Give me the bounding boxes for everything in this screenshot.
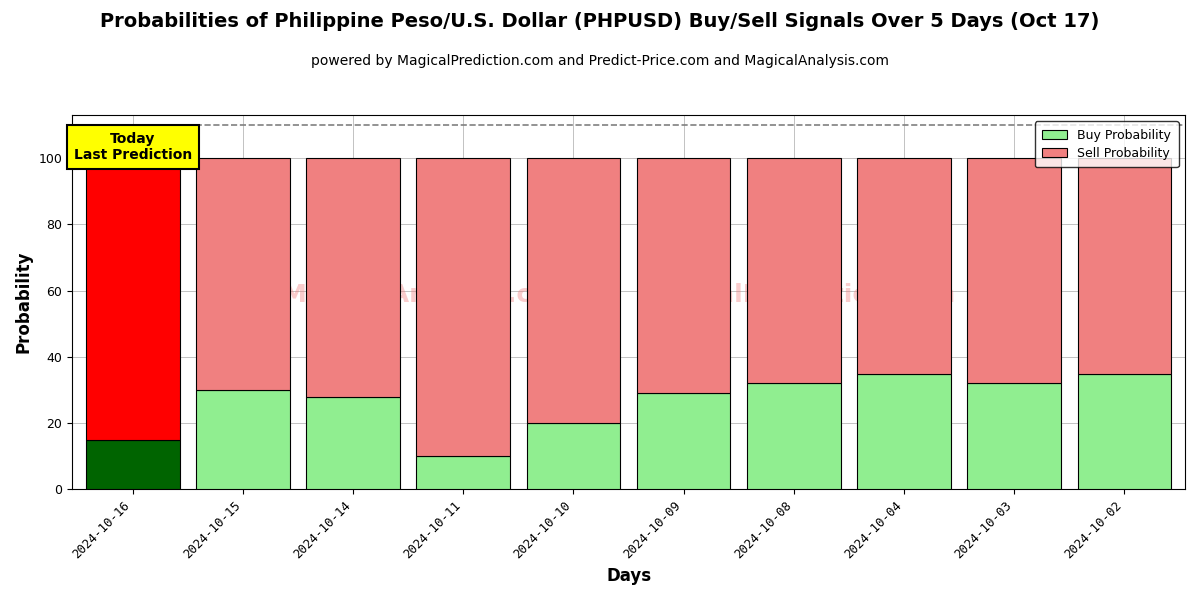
Text: MagicalAnalysis.com: MagicalAnalysis.com	[281, 283, 575, 307]
Bar	[527, 158, 620, 423]
Bar	[416, 457, 510, 490]
Bar	[967, 158, 1061, 383]
Bar	[1078, 374, 1171, 490]
Bar	[748, 383, 841, 490]
Text: Probabilities of Philippine Peso/U.S. Dollar (PHPUSD) Buy/Sell Signals Over 5 Da: Probabilities of Philippine Peso/U.S. Do…	[101, 12, 1099, 31]
Text: MagicalPrediction.com: MagicalPrediction.com	[635, 283, 956, 307]
Bar	[967, 383, 1061, 490]
X-axis label: Days: Days	[606, 567, 652, 585]
Bar	[1078, 158, 1171, 374]
Bar	[86, 440, 180, 490]
Legend: Buy Probability, Sell Probability: Buy Probability, Sell Probability	[1034, 121, 1178, 167]
Bar	[416, 158, 510, 457]
Bar	[86, 158, 180, 440]
Bar	[196, 158, 289, 390]
Text: powered by MagicalPrediction.com and Predict-Price.com and MagicalAnalysis.com: powered by MagicalPrediction.com and Pre…	[311, 54, 889, 68]
Bar	[857, 374, 950, 490]
Bar	[857, 158, 950, 374]
Bar	[748, 158, 841, 383]
Bar	[637, 394, 731, 490]
Text: Today
Last Prediction: Today Last Prediction	[73, 131, 192, 162]
Bar	[306, 158, 400, 397]
Y-axis label: Probability: Probability	[16, 251, 34, 353]
Bar	[637, 158, 731, 394]
Bar	[306, 397, 400, 490]
Bar	[527, 423, 620, 490]
Bar	[196, 390, 289, 490]
